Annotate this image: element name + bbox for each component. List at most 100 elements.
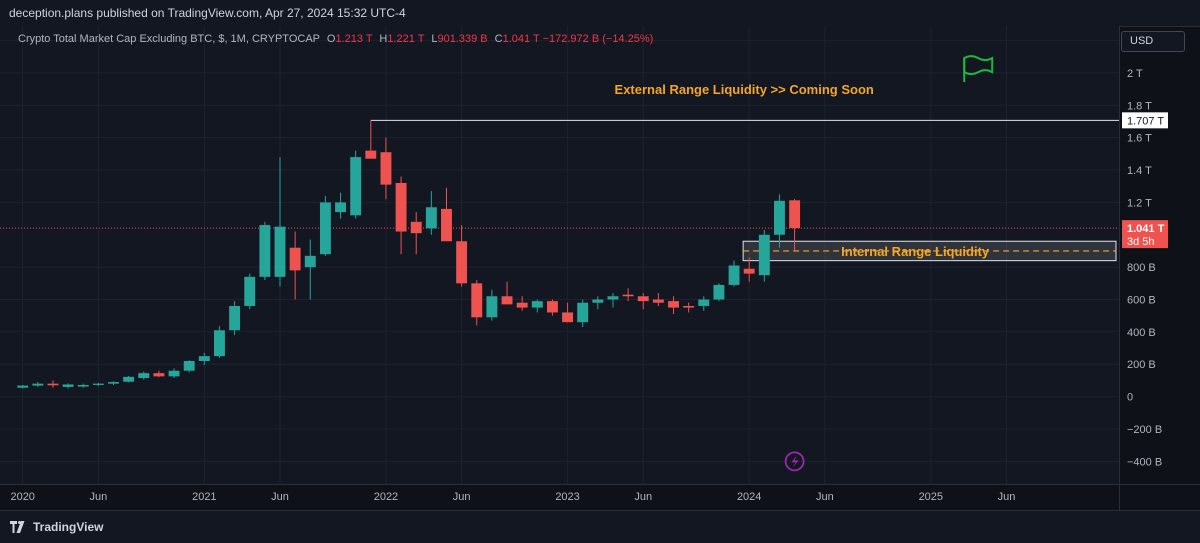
lightning-icon[interactable] — [784, 451, 805, 472]
candle-body — [365, 150, 377, 159]
candle-body — [47, 383, 59, 386]
candle-body — [214, 330, 225, 357]
y-tick-label: −200 B — [1127, 424, 1162, 436]
candle-body — [456, 241, 468, 284]
candle-body — [410, 221, 422, 234]
candle-body — [274, 226, 286, 277]
y-tick-label: 400 B — [1127, 327, 1156, 339]
candle-body — [289, 247, 301, 271]
x-tick-label: 2023 — [555, 491, 579, 503]
candle-body — [108, 382, 119, 384]
candle-body — [168, 370, 180, 377]
candle-body — [562, 312, 574, 323]
drawing-overlays — [0, 119, 1120, 262]
open-value: 1.213 T — [335, 33, 373, 45]
ath-price-tag — [1122, 112, 1168, 129]
candle-body — [304, 255, 316, 268]
y-tick-label: 1.2 T — [1127, 197, 1152, 209]
candle-body — [123, 376, 135, 382]
y-tick-label: 0 — [1127, 392, 1133, 404]
candle-body — [531, 301, 543, 308]
candle-body — [668, 301, 679, 308]
top-bar: deception.plans published on TradingView… — [0, 0, 1200, 27]
candle-body — [380, 152, 392, 185]
symbol-legend: Crypto Total Market Cap Excluding BTC, $… — [18, 33, 653, 45]
x-tick-label: 2021 — [192, 491, 216, 503]
candle-body — [183, 361, 195, 371]
candle-body — [17, 385, 29, 388]
candle-body — [577, 302, 589, 323]
x-tick-label: Jun — [271, 491, 289, 503]
candle-body — [92, 383, 104, 385]
candle-body — [501, 296, 513, 305]
candle-body — [698, 299, 710, 306]
last-price-tag — [1122, 220, 1168, 249]
external-range-annotation[interactable]: External Range Liquidity >> Coming Soon — [615, 82, 874, 97]
price-chart[interactable]: External Range Liquidity >> Coming Soon I… — [0, 26, 1200, 510]
candle-body — [441, 208, 452, 242]
internal-range-annotation[interactable]: Internal Range Liquidity — [841, 244, 990, 259]
candle-body — [516, 302, 528, 308]
time-axis[interactable]: 2020 Jun 2021 Jun 2022 Jun 2023 Jun 2024 Jun 2025 J… — [10, 491, 1015, 503]
candles — [17, 120, 801, 389]
last-price-label: 1.041 T — [1127, 223, 1165, 235]
x-tick-label: 2020 — [10, 491, 34, 503]
candle-body — [153, 373, 165, 377]
currency-button[interactable]: USD — [1121, 31, 1185, 52]
candle-body — [546, 301, 558, 313]
candle-body — [713, 284, 725, 300]
candle-body — [198, 356, 210, 362]
candle-body — [77, 384, 89, 387]
close-value: 1.041 T — [502, 33, 540, 45]
candle-body — [728, 265, 740, 285]
candle-body — [319, 202, 331, 255]
close-label: C — [494, 33, 503, 45]
candle-body — [425, 207, 437, 229]
overlay-labels: External Range Liquidity >> Coming Soon I… — [615, 55, 994, 472]
candle-body — [637, 296, 649, 302]
candle-body — [486, 296, 498, 318]
flag-icon[interactable] — [963, 55, 994, 83]
candle-body — [229, 305, 241, 331]
candle-body — [259, 225, 271, 277]
candle-body — [774, 200, 785, 235]
y-tick-label: 1.4 T — [1127, 165, 1152, 177]
candle-body — [138, 373, 150, 378]
candle-body — [471, 283, 483, 318]
candle-body — [592, 299, 604, 303]
symbol-title: Crypto Total Market Cap Excluding BTC, $… — [18, 33, 320, 45]
x-tick-label: 2025 — [919, 491, 943, 503]
footer-bar: TradingView — [0, 510, 1200, 543]
candle-body — [743, 268, 755, 274]
x-tick-label: Jun — [998, 491, 1016, 503]
candle-body — [607, 296, 619, 300]
x-tick-label: 2024 — [737, 491, 761, 503]
change-value: −172.972 B (−14.25%) — [542, 33, 654, 45]
candle-body — [395, 182, 407, 232]
candle-body — [335, 202, 346, 213]
candle-body — [683, 305, 695, 308]
x-tick-label: Jun — [634, 491, 652, 503]
high-value: 1.221 T — [387, 33, 425, 45]
ath-price-label: 1.707 T — [1127, 115, 1164, 127]
y-tick-label: 2 T — [1127, 68, 1143, 80]
candle-body — [62, 384, 74, 387]
tradingview-logo[interactable]: TradingView — [10, 520, 103, 534]
high-label: H — [379, 33, 388, 45]
y-tick-label: 600 B — [1127, 295, 1156, 307]
candle-body — [652, 299, 664, 303]
publisher-info: deception.plans published on TradingView… — [9, 6, 406, 20]
x-tick-label: 2022 — [374, 491, 398, 503]
low-label: L — [431, 33, 438, 45]
grid-lines — [0, 26, 1120, 484]
brand-label: TradingView — [33, 520, 104, 534]
candle-body — [32, 383, 44, 386]
candle-body — [758, 234, 770, 276]
y-tick-label: 1.6 T — [1127, 133, 1152, 145]
open-label: O — [326, 33, 336, 45]
x-tick-label: Jun — [816, 491, 834, 503]
x-tick-label: Jun — [453, 491, 471, 503]
low-value: 901.339 B — [437, 33, 488, 45]
y-tick-label: 1.8 T — [1127, 100, 1152, 112]
